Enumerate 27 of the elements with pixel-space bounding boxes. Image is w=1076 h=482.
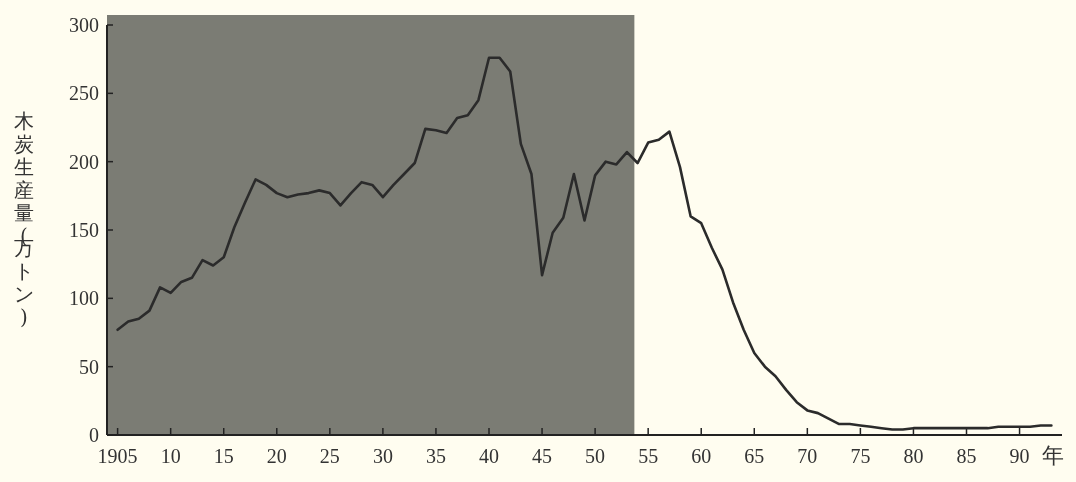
x-tick-label: 1905 <box>97 445 138 467</box>
x-tick-label: 70 <box>797 445 818 467</box>
y-tick-label: 250 <box>69 82 99 105</box>
x-axis-title: 年 <box>1041 443 1064 468</box>
x-tick-label: 25 <box>319 445 340 467</box>
y-tick-label: 0 <box>89 424 99 446</box>
x-tick-label: 10 <box>160 445 181 467</box>
x-tick-label: 15 <box>213 445 234 467</box>
y-tick-label: 150 <box>69 219 99 241</box>
x-tick-label: 35 <box>425 445 446 467</box>
y-tick-label: 300 <box>69 14 99 36</box>
y-tick-label: 50 <box>79 355 99 378</box>
x-tick-label: 65 <box>744 445 765 467</box>
x-tick-label: 50 <box>585 445 606 467</box>
x-tick-label: 40 <box>479 445 499 467</box>
line-series <box>116 56 1053 431</box>
x-tick-label: 55 <box>638 445 659 467</box>
x-tick-label: 80 <box>903 445 924 467</box>
x-tick-label: 30 <box>372 445 393 467</box>
x-tick-label: 20 <box>266 445 287 467</box>
x-tick-label: 90 <box>1009 445 1030 467</box>
y-tick-label: 200 <box>69 150 99 173</box>
x-tick-label: 60 <box>691 445 712 467</box>
x-tick-label: 75 <box>850 445 871 467</box>
x-tick-label: 85 <box>956 445 977 467</box>
x-tick-label: 45 <box>532 445 553 467</box>
y-tick-label: 100 <box>69 287 99 310</box>
